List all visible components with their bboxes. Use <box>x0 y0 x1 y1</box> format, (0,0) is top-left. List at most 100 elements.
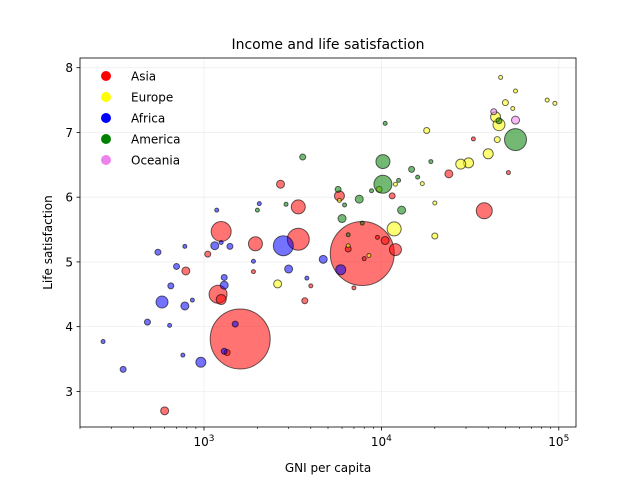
data-point-asia <box>308 283 314 289</box>
data-point-america <box>373 174 393 194</box>
data-point-africa <box>272 235 294 257</box>
data-point-europe <box>552 100 558 106</box>
data-point-america <box>408 165 416 173</box>
data-point-africa <box>182 243 188 249</box>
legend-label: America <box>131 133 181 147</box>
data-point-america <box>495 117 503 125</box>
data-point-america <box>254 207 260 213</box>
data-point-america <box>345 232 351 238</box>
data-point-europe <box>493 136 501 144</box>
data-point-america <box>359 220 365 226</box>
data-point-america <box>369 188 375 194</box>
y-tick-label: 7 <box>65 126 73 140</box>
chart-title: Income and life satisfaction <box>231 37 424 53</box>
data-point-europe <box>498 74 504 80</box>
data-point-africa <box>231 320 239 328</box>
y-tick-label: 8 <box>65 61 73 75</box>
data-point-africa <box>180 352 186 358</box>
data-point-america <box>504 128 527 152</box>
data-point-europe <box>336 197 342 203</box>
data-point-africa <box>155 295 169 309</box>
data-point-asia <box>351 285 357 291</box>
data-point-asia <box>301 297 309 305</box>
data-point-europe <box>544 97 550 103</box>
data-point-asia <box>505 170 511 176</box>
data-point-oceania <box>511 115 520 125</box>
data-point-america <box>299 153 307 161</box>
data-point-europe <box>432 200 438 206</box>
grid-lines <box>80 58 576 427</box>
data-point-africa <box>100 339 106 345</box>
data-point-africa <box>335 264 347 276</box>
data-point-europe <box>419 181 425 187</box>
x-axis-ticks: 103 104 105 <box>79 427 569 449</box>
y-tick-label: 3 <box>65 385 73 399</box>
legend-label: Oceania <box>131 154 180 168</box>
data-point-asia <box>388 192 396 200</box>
data-point-america <box>382 120 388 126</box>
data-point-africa <box>154 248 162 256</box>
data-point-america <box>354 194 364 204</box>
legend-marker <box>101 92 111 102</box>
data-point-asia <box>388 243 402 257</box>
data-point-asia <box>374 234 380 240</box>
data-point-europe <box>482 148 494 160</box>
data-point-africa <box>195 356 207 368</box>
data-point-europe <box>392 181 398 187</box>
data-point-africa <box>219 280 229 290</box>
legend-label: Europe <box>131 91 173 105</box>
y-axis-ticks: 3 4 5 6 7 8 <box>65 61 80 399</box>
data-point-africa <box>218 240 224 245</box>
legend-label: Africa <box>131 112 165 126</box>
data-point-europe <box>431 232 439 240</box>
data-point-europe <box>423 127 431 135</box>
data-point-oceania <box>490 108 498 116</box>
data-point-america <box>375 154 391 170</box>
data-point-africa <box>189 297 195 303</box>
data-point-asia <box>209 308 271 370</box>
data-point-asia <box>160 406 170 416</box>
data-point-asia <box>250 269 256 275</box>
y-tick-label: 4 <box>65 320 73 334</box>
data-point-africa <box>214 207 220 213</box>
data-point-asia <box>290 199 306 215</box>
y-tick-label: 5 <box>65 255 73 269</box>
data-point-asia <box>215 293 227 305</box>
data-point-europe <box>513 88 518 94</box>
data-point-europe <box>455 158 467 170</box>
legend: Asia Europe Africa America Oceania <box>101 70 181 168</box>
data-point-africa <box>220 273 228 281</box>
x-tick-label: 104 <box>371 434 392 449</box>
data-point-america <box>334 185 342 193</box>
data-point-africa <box>304 275 310 281</box>
data-point-asia <box>470 136 476 142</box>
data-point-america <box>428 159 434 165</box>
data-point-europe <box>273 279 283 289</box>
data-point-europe <box>510 105 516 111</box>
data-point-asia <box>181 266 191 276</box>
data-point-america <box>283 201 289 207</box>
x-tick-label: 103 <box>193 434 214 449</box>
data-point-europe <box>345 243 351 249</box>
data-point-africa <box>256 201 262 207</box>
data-point-asia <box>361 256 367 262</box>
data-points <box>100 74 558 416</box>
legend-marker <box>101 113 111 123</box>
data-point-africa <box>167 282 175 290</box>
data-point-africa <box>119 365 127 373</box>
data-point-asia <box>475 202 493 220</box>
data-point-africa <box>173 262 181 270</box>
data-point-asia <box>380 236 390 246</box>
data-point-asia <box>276 179 286 189</box>
data-point-africa <box>220 347 228 355</box>
data-point-europe <box>501 99 509 107</box>
data-point-asia <box>329 221 395 287</box>
data-point-africa <box>250 258 256 264</box>
data-point-africa <box>167 322 173 328</box>
data-point-asia <box>247 236 263 252</box>
data-point-africa <box>318 254 328 264</box>
data-point-america <box>342 202 348 208</box>
data-point-europe <box>386 221 402 237</box>
data-point-america <box>396 177 402 183</box>
